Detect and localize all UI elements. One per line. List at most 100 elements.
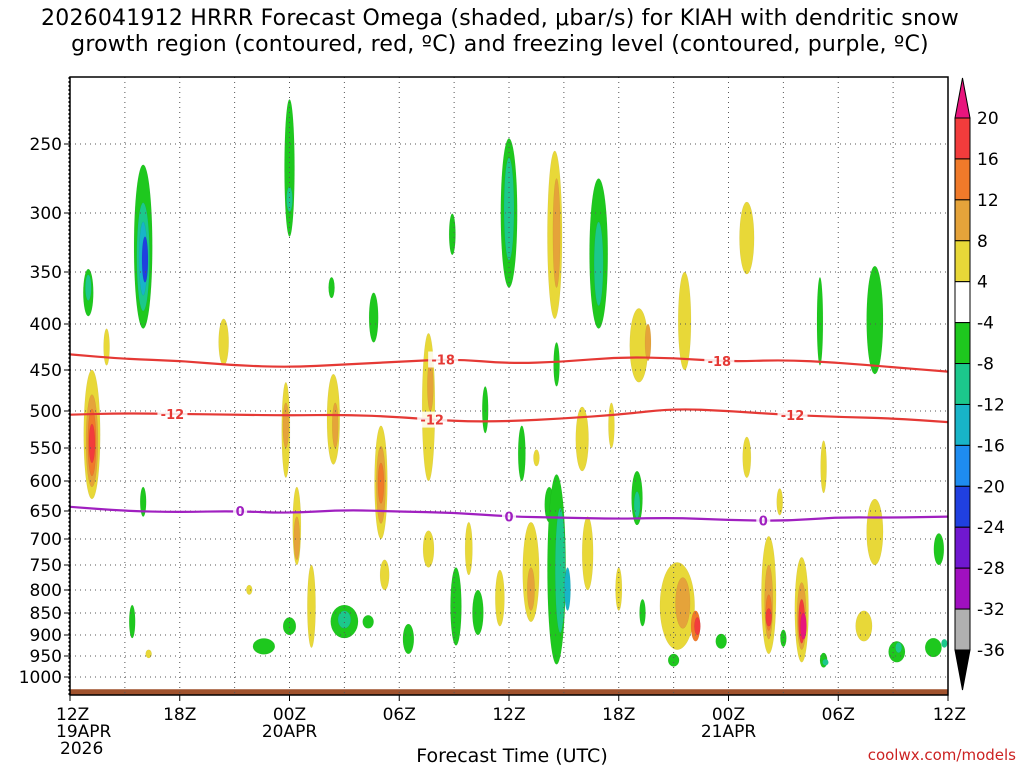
contour-label: -12 xyxy=(420,414,444,429)
omega-cell xyxy=(765,608,772,627)
colorbar-label: 4 xyxy=(977,273,988,293)
y-tick-label: 450 xyxy=(30,361,62,381)
colorbar-label: 8 xyxy=(977,232,988,252)
contour-label: -18 xyxy=(431,354,455,369)
omega-cell xyxy=(472,589,484,636)
omega-cell xyxy=(286,186,293,212)
omega-cell xyxy=(85,274,92,301)
omega-cell xyxy=(402,623,415,655)
contour-label-background xyxy=(502,508,516,525)
colorbar-swatch xyxy=(954,485,971,528)
y-tick-label: 900 xyxy=(30,626,62,646)
omega-cell xyxy=(88,423,96,464)
omega-cell xyxy=(450,567,462,646)
x-tick-date: 19APR xyxy=(56,722,112,742)
chart-title-line2: growth region (contoured, red, ºC) and f… xyxy=(71,32,929,57)
colorbar-label: -32 xyxy=(977,600,1005,620)
omega-cell xyxy=(495,569,505,627)
omega-cell xyxy=(694,617,701,636)
omega-cell xyxy=(608,402,615,449)
colorbar-label: -8 xyxy=(977,355,994,375)
omega-cell xyxy=(593,221,604,307)
x-tick-year: 2026 xyxy=(60,739,103,759)
colorbar-swatch xyxy=(954,403,971,446)
omega-cell xyxy=(103,328,110,366)
omega-cell xyxy=(553,342,560,387)
omega-cell xyxy=(822,658,829,666)
colorbar-label: -36 xyxy=(977,641,1005,661)
omega-cell xyxy=(481,386,489,434)
omega-cell xyxy=(575,406,589,472)
omega-cell xyxy=(533,449,540,467)
x-tick-label: 00Z xyxy=(712,705,745,725)
colorbar-label: 12 xyxy=(977,191,999,211)
x-tick-label: 06Z xyxy=(822,705,855,725)
colorbar-swatch xyxy=(954,117,971,160)
contour-label-background xyxy=(233,503,248,520)
x-tick-label: 12Z xyxy=(492,705,525,725)
y-tick-label: 600 xyxy=(30,472,62,492)
contour-label: 0 xyxy=(504,511,513,526)
omega-cell xyxy=(377,462,385,504)
colorbar-swatch xyxy=(954,363,971,405)
omega-cell xyxy=(800,612,807,640)
omega-cell xyxy=(252,638,276,655)
y-axis-ticks: 2503003504004505005506006507007508008509… xyxy=(19,135,70,688)
omega-cell xyxy=(517,425,526,482)
omega-cell xyxy=(633,491,641,519)
omega-cell xyxy=(776,488,783,516)
x-tick-label: 12Z xyxy=(933,705,966,725)
contour-label-background xyxy=(157,405,188,422)
omega-cell xyxy=(282,402,290,449)
omega-cell xyxy=(941,638,948,648)
x-tick-label: 18Z xyxy=(163,705,196,725)
colorbar-swatch xyxy=(954,567,971,610)
omega-cell xyxy=(615,567,623,611)
y-tick-label: 950 xyxy=(30,647,62,667)
x-axis-title: Forecast Time (UTC) xyxy=(416,745,608,767)
omega-cell xyxy=(739,201,755,275)
omega-cell xyxy=(379,559,390,591)
contour-label: -18 xyxy=(708,355,732,370)
omega-cell xyxy=(677,271,692,371)
omega-cell xyxy=(368,292,379,343)
contour-label: -12 xyxy=(161,408,185,423)
omega-cell xyxy=(218,318,229,366)
omega-cell xyxy=(933,533,945,566)
contour-line-minus12 xyxy=(70,408,948,424)
omega-cell xyxy=(246,584,253,595)
colorbar-label: -12 xyxy=(977,395,1005,415)
omega-cell xyxy=(145,649,152,659)
omega-cell xyxy=(820,440,827,494)
contour-label-background xyxy=(428,351,459,368)
omega-cell xyxy=(503,157,515,261)
y-tick-label: 700 xyxy=(30,530,62,550)
omega-cell xyxy=(331,402,339,449)
y-tick-label: 750 xyxy=(30,556,62,576)
colorbar-swatch xyxy=(954,199,971,242)
omega-cell xyxy=(139,486,147,517)
omega-cell xyxy=(337,610,352,629)
contour-label-background xyxy=(704,353,735,370)
omega-cell xyxy=(644,323,652,362)
x-tick-label: 06Z xyxy=(383,705,416,725)
chart-title-line1: 2026041912 HRRR Forecast Omega (shaded, … xyxy=(41,6,959,31)
colorbar-label: 20 xyxy=(977,109,999,129)
y-tick-label: 850 xyxy=(30,604,62,624)
y-tick-label: 250 xyxy=(30,135,62,155)
contour-label-background xyxy=(417,411,448,428)
y-tick-label: 400 xyxy=(30,315,62,335)
omega-cell xyxy=(715,633,727,649)
y-tick-label: 1000 xyxy=(19,668,62,688)
colorbar-swatch xyxy=(954,526,971,569)
omega-cell xyxy=(780,629,787,648)
colorbar-label: -24 xyxy=(977,518,1005,538)
omega-cell xyxy=(141,236,149,283)
omega-cell xyxy=(667,653,680,667)
omega-cell xyxy=(554,507,566,634)
colorbar-swatch xyxy=(954,281,971,324)
colorbar-label: -20 xyxy=(977,477,1005,497)
omega-cell xyxy=(675,577,691,629)
